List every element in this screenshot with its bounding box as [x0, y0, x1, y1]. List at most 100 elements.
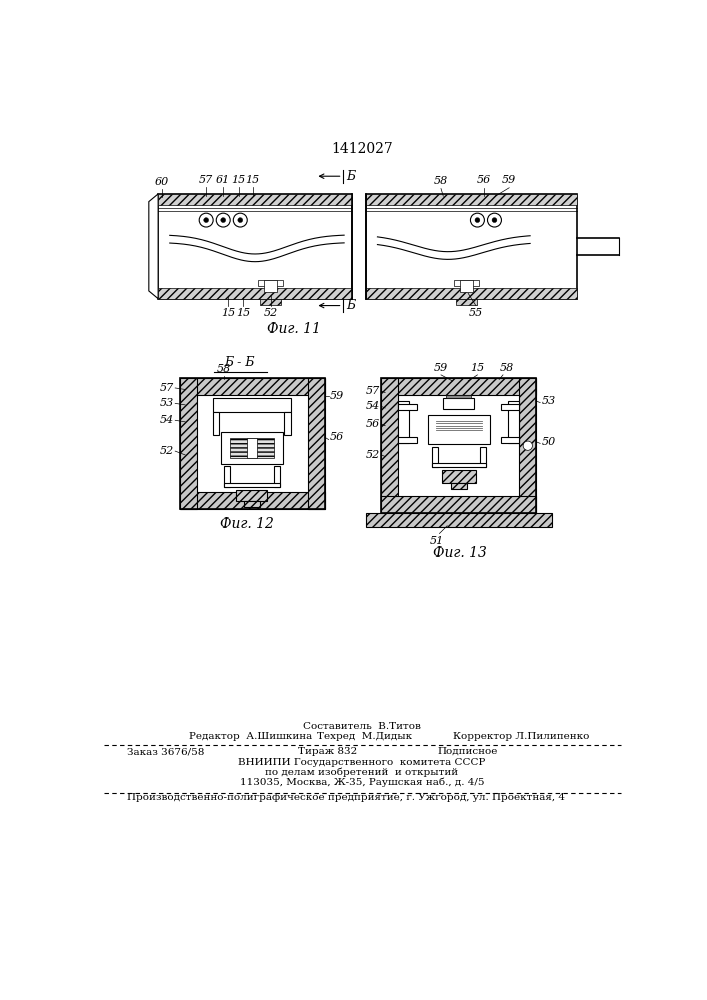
Text: Производственно-полиграфическое предприятие, г. Ужгород, ул. Проектная, 4: Производственно-полиграфическое предприя… [127, 793, 565, 802]
Bar [381, 378, 398, 513]
Bar [259, 299, 281, 305]
Bar [366, 513, 552, 527]
Text: Подписное: Подписное [437, 747, 498, 756]
Bar [284, 412, 291, 435]
Text: Фиг. 11: Фиг. 11 [267, 322, 321, 336]
Text: 57: 57 [366, 386, 380, 396]
Bar [381, 378, 537, 513]
Text: Б: Б [346, 170, 356, 183]
Bar [508, 401, 519, 443]
Bar [180, 378, 325, 395]
Text: 59: 59 [330, 391, 344, 401]
Bar [230, 438, 274, 458]
Bar [224, 483, 280, 487]
Circle shape [488, 213, 501, 227]
Text: по делам изобретений  и открытий: по делам изобретений и открытий [265, 767, 459, 777]
Text: 56: 56 [477, 175, 491, 185]
Text: 58: 58 [434, 176, 448, 186]
Circle shape [492, 218, 497, 223]
Text: Составитель  В.Титов: Составитель В.Титов [303, 722, 421, 731]
Text: 53: 53 [159, 398, 174, 408]
Bar [308, 378, 325, 509]
Text: 57: 57 [199, 175, 214, 185]
Bar [264, 280, 276, 292]
Text: 51: 51 [430, 536, 444, 546]
Circle shape [199, 213, 213, 227]
Bar [432, 463, 486, 467]
Text: Фиг. 12: Фиг. 12 [221, 517, 274, 531]
Bar [158, 288, 352, 299]
Text: 55: 55 [469, 308, 483, 318]
Text: 1412027: 1412027 [331, 142, 393, 156]
Bar [258, 280, 283, 286]
Text: 53: 53 [542, 396, 556, 406]
Text: 54: 54 [159, 415, 174, 425]
Bar [451, 483, 467, 489]
Text: Редактор  А.Шишкина: Редактор А.Шишкина [189, 732, 312, 741]
Bar [398, 401, 409, 443]
Text: 15: 15 [470, 363, 484, 373]
Text: Фиг. 13: Фиг. 13 [433, 546, 487, 560]
Text: 52: 52 [159, 446, 174, 456]
Bar [180, 492, 325, 509]
Text: Б - Б: Б - Б [224, 356, 255, 369]
Bar [501, 437, 519, 443]
Text: Корректор Л.Пилипенко: Корректор Л.Пилипенко [452, 732, 589, 741]
Bar [480, 447, 486, 467]
Bar [398, 404, 417, 410]
Text: Б: Б [346, 299, 356, 312]
Bar [366, 194, 577, 299]
Circle shape [470, 213, 484, 227]
Bar [180, 378, 197, 509]
Bar [456, 299, 477, 305]
Bar [442, 470, 476, 483]
Polygon shape [149, 194, 158, 299]
Bar [381, 378, 537, 395]
Bar [244, 501, 259, 507]
Text: 54: 54 [366, 401, 380, 411]
Bar [454, 280, 479, 286]
Text: 56: 56 [366, 419, 380, 429]
Text: Тираж 832: Тираж 832 [298, 747, 357, 756]
Circle shape [216, 213, 230, 227]
Text: 113035, Москва, Ж-35, Раушская наб., д. 4/5: 113035, Москва, Ж-35, Раушская наб., д. … [240, 777, 484, 787]
Circle shape [523, 441, 532, 450]
Bar [446, 395, 472, 398]
Text: 50: 50 [542, 437, 556, 447]
Circle shape [204, 218, 209, 223]
Bar [432, 447, 438, 467]
Text: 15: 15 [236, 308, 250, 318]
Text: 58: 58 [500, 363, 514, 373]
Text: 61: 61 [216, 175, 230, 185]
Circle shape [221, 218, 226, 223]
Text: 15: 15 [232, 175, 246, 185]
Bar [180, 378, 325, 509]
Bar [381, 496, 537, 513]
Text: 59: 59 [502, 175, 516, 185]
Bar [213, 412, 219, 435]
Text: 15: 15 [221, 308, 235, 318]
Bar [443, 398, 474, 409]
Circle shape [475, 218, 480, 223]
Bar [247, 438, 257, 458]
Text: 57: 57 [159, 383, 174, 393]
Text: 52: 52 [366, 450, 380, 460]
Text: 59: 59 [434, 363, 448, 373]
Bar [224, 466, 230, 487]
Bar [236, 490, 267, 501]
Bar [519, 378, 537, 513]
Text: Заказ 3676/58: Заказ 3676/58 [127, 747, 204, 756]
Bar [428, 415, 490, 444]
Circle shape [233, 213, 247, 227]
Text: Техред  М.Дидык: Техред М.Дидык [317, 732, 412, 741]
Text: 15: 15 [245, 175, 259, 185]
Text: 60: 60 [155, 177, 169, 187]
Bar [366, 288, 577, 299]
Text: 58: 58 [217, 364, 231, 374]
Text: ВНИИПИ Государственного  комитета СССР: ВНИИПИ Государственного комитета СССР [238, 758, 486, 767]
Text: 56: 56 [330, 432, 344, 442]
Bar [398, 437, 417, 443]
Bar [460, 280, 473, 292]
Bar [366, 194, 577, 205]
Bar [158, 194, 352, 299]
